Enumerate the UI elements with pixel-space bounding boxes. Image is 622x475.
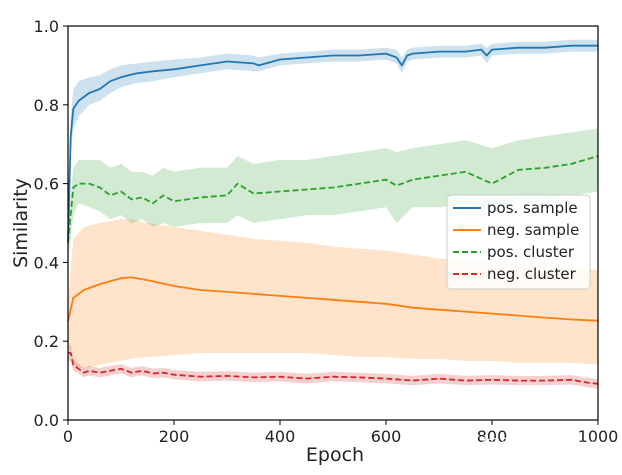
legend-frame: [446, 194, 591, 290]
x-axis-ticks: 0 200 400 600 800 1000: [63, 420, 618, 446]
y-axis-label: Similarity: [10, 178, 32, 268]
legend-label-pos-sample: pos. sample: [487, 199, 578, 217]
band-neg-cluster: [68, 345, 598, 389]
legend: pos. sample neg. sample pos. cluster neg. c…: [446, 194, 591, 290]
watermark-text: 知乎 @katrina: [482, 436, 598, 456]
band-neg-sample: [68, 219, 598, 369]
y-tick-label: 0.6: [34, 175, 59, 194]
series-line-neg-sample: [67, 276, 599, 322]
y-tick-label: 1.0: [34, 17, 59, 36]
legend-label-neg-cluster: neg. cluster: [487, 265, 577, 283]
y-tick-label: 0.2: [34, 332, 59, 351]
legend-label-neg-sample: neg. sample: [487, 221, 579, 239]
x-tick-label: 400: [265, 427, 296, 446]
x-tick-label: 600: [371, 427, 402, 446]
series-lines: [67, 44, 599, 385]
series-line-pos-cluster: [67, 155, 599, 243]
x-tick-label: 800: [477, 427, 508, 446]
x-tick-label: 0: [63, 427, 73, 446]
y-tick-label: 0.8: [34, 96, 59, 115]
x-axis-label: Epoch: [306, 444, 364, 466]
confidence-bands: [68, 39, 598, 389]
y-tick-label: 0.0: [34, 411, 59, 430]
y-axis-ticks: 0.0 0.2 0.4 0.6 0.8 1.0: [34, 17, 68, 430]
y-tick-label: 0.4: [34, 253, 59, 272]
x-tick-label: 200: [159, 427, 190, 446]
plot-frame: [67, 25, 599, 421]
x-tick-label: 1000: [578, 427, 619, 446]
legend-items: pos. sample neg. sample pos. cluster neg. c…: [453, 199, 579, 283]
series-line-neg-cluster: [68, 352, 599, 385]
band-pos-cluster: [68, 128, 598, 263]
legend-label-pos-cluster: pos. cluster: [487, 243, 575, 261]
series-line-pos-sample: [67, 44, 598, 243]
